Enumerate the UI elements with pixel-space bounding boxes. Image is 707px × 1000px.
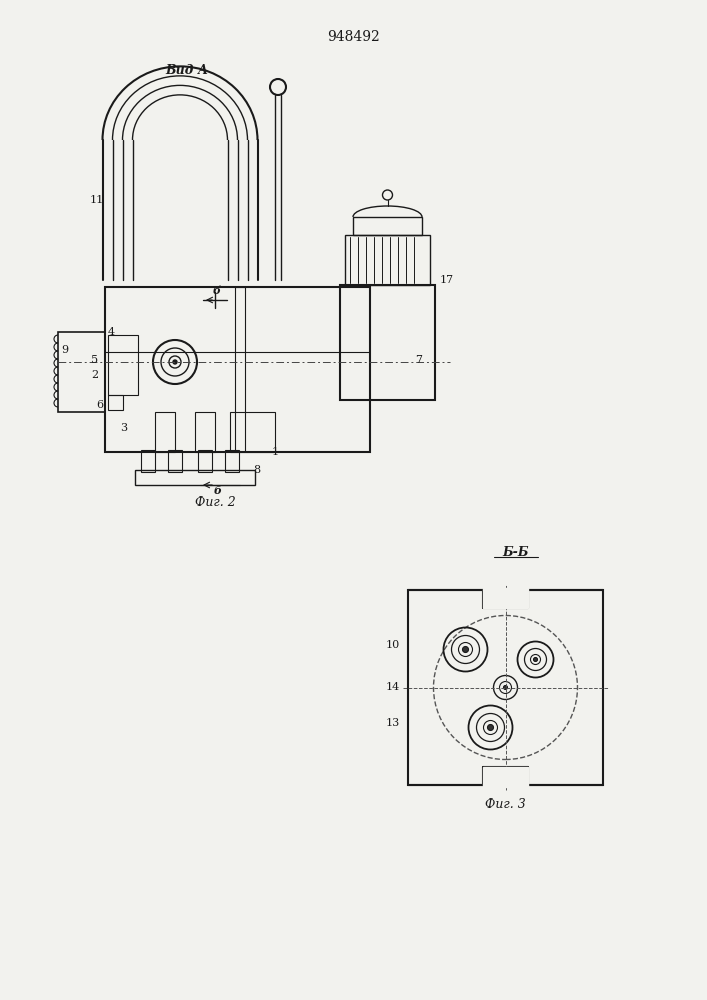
Text: 7: 7 [415,355,422,365]
Bar [408,590,603,785]
Bar [155,412,175,452]
Text: 8: 8 [253,465,260,475]
Text: 9: 9 [61,345,68,355]
Bar [168,450,182,472]
Bar [230,412,275,452]
Polygon shape [483,767,528,787]
Circle shape [488,724,493,730]
Bar [353,217,422,235]
Text: 6: 6 [96,400,103,410]
Bar [141,450,155,472]
Text: 10: 10 [386,640,400,650]
Bar [340,285,435,400]
Bar [135,470,255,485]
Bar [58,332,105,412]
Text: 1: 1 [272,447,279,457]
Circle shape [173,360,177,364]
Text: 4: 4 [108,327,115,337]
Bar [198,450,212,472]
Text: 17: 17 [440,275,454,285]
Bar [105,287,370,452]
Bar [195,412,215,452]
Text: б: б [213,284,221,296]
Text: Фиг. 3: Фиг. 3 [485,798,526,812]
Bar [108,395,123,410]
Text: Фиг. 2: Фиг. 2 [194,495,235,508]
Text: 3: 3 [120,423,127,433]
Text: 5: 5 [91,355,98,365]
Bar [225,450,239,472]
Text: 948492: 948492 [327,30,380,44]
Text: 2: 2 [91,370,98,380]
Text: Вид А: Вид А [165,64,208,77]
Text: 14: 14 [386,682,400,692]
Circle shape [534,658,537,662]
Text: 11: 11 [90,195,104,205]
Circle shape [503,686,508,690]
Bar [108,335,138,395]
Circle shape [462,647,469,652]
Polygon shape [483,588,528,608]
Bar [345,235,430,285]
Text: б: б [214,485,222,495]
Text: 13: 13 [386,718,400,728]
Text: Б-Б: Б-Б [502,546,529,558]
